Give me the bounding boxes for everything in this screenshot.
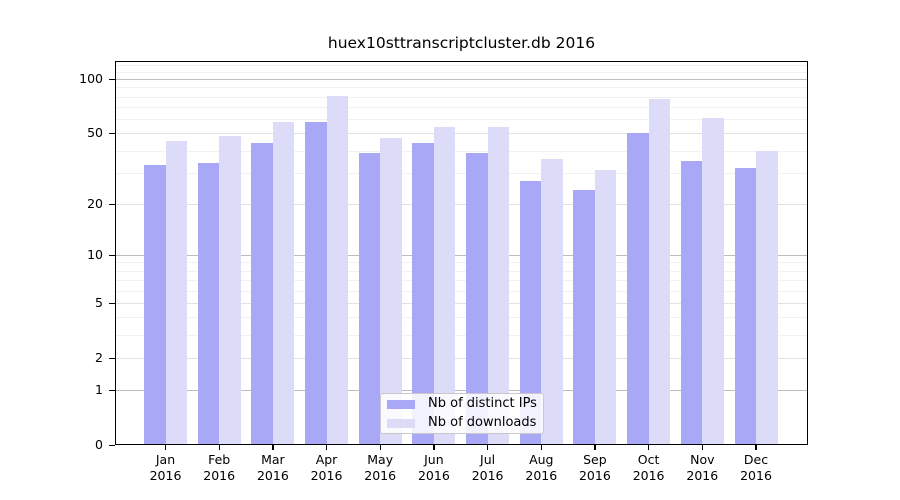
bar-mar-distinct-ips bbox=[251, 143, 273, 445]
x-tick-mark bbox=[272, 445, 274, 450]
legend-swatch-downloads bbox=[387, 418, 415, 428]
gridline bbox=[115, 150, 808, 152]
bar-feb-downloads bbox=[219, 136, 241, 445]
y-tick-mark bbox=[109, 79, 115, 81]
x-tick-mark bbox=[325, 445, 328, 450]
bar-jun-distinct-ips bbox=[412, 143, 434, 445]
x-tick-label: Oct 2016 bbox=[632, 452, 665, 483]
x-tick-label: Dec 2016 bbox=[740, 452, 772, 483]
bar-aug-downloads bbox=[541, 158, 563, 445]
gridline bbox=[115, 64, 808, 66]
gridline bbox=[115, 107, 808, 108]
y-tick-mark bbox=[109, 302, 115, 305]
gridline bbox=[115, 317, 808, 319]
bar-sep-downloads bbox=[594, 170, 617, 445]
gridline bbox=[115, 390, 808, 391]
x-tick-label: Feb 2016 bbox=[203, 452, 236, 483]
gridline bbox=[115, 357, 808, 359]
legend-swatch-distinct-ips bbox=[387, 399, 415, 409]
x-tick-mark bbox=[594, 445, 596, 450]
y-tick-mark bbox=[109, 133, 115, 135]
chart-title: huex10sttranscriptcluster.db 2016 bbox=[327, 34, 596, 52]
x-tick-mark bbox=[701, 445, 703, 450]
y-tick-label: 5 bbox=[95, 294, 103, 310]
gridline bbox=[115, 335, 808, 337]
y-tick-label: 1 bbox=[95, 382, 103, 397]
x-tick-mark bbox=[218, 445, 220, 450]
gridline bbox=[115, 270, 808, 272]
y-tick-mark bbox=[109, 445, 115, 447]
gridline bbox=[115, 133, 808, 135]
y-tick-label: 20 bbox=[87, 195, 103, 211]
gridline bbox=[115, 87, 808, 89]
legend: Nb of distinct IPs Nb of downloads bbox=[380, 393, 544, 434]
x-tick-mark bbox=[433, 445, 435, 450]
legend-label-distinct-ips: Nb of distinct IPs bbox=[428, 396, 537, 411]
x-tick-mark bbox=[379, 445, 381, 450]
bar-jul-distinct-ips bbox=[466, 152, 488, 445]
bar-dec-distinct-ips bbox=[734, 167, 756, 445]
gridline bbox=[115, 262, 808, 264]
y-tick-label: 0 bbox=[95, 437, 103, 452]
bar-may-distinct-ips bbox=[358, 152, 381, 445]
gridline bbox=[115, 96, 808, 98]
y-tick-label: 50 bbox=[87, 125, 103, 141]
bar-jul-downloads bbox=[487, 127, 510, 445]
x-tick-label: Nov 2016 bbox=[686, 452, 719, 483]
gridline bbox=[115, 172, 808, 174]
x-tick-mark bbox=[164, 445, 167, 450]
bar-oct-distinct-ips bbox=[627, 133, 649, 445]
bar-nov-distinct-ips bbox=[680, 160, 703, 445]
grid-layer bbox=[115, 61, 808, 445]
gridline bbox=[115, 254, 808, 256]
y-tick-label: 10 bbox=[87, 246, 103, 262]
bar-mar-downloads bbox=[272, 121, 295, 445]
bar-sep-distinct-ips bbox=[573, 189, 595, 445]
bar-apr-downloads bbox=[326, 95, 348, 445]
x-tick-label: Sep 2016 bbox=[578, 452, 611, 483]
x-tick-label: Aug 2016 bbox=[525, 452, 558, 483]
x-tick-label: Apr 2016 bbox=[310, 452, 343, 483]
gridline bbox=[115, 290, 808, 292]
bar-jan-downloads bbox=[165, 141, 187, 445]
gridline bbox=[115, 203, 808, 205]
bar-jan-distinct-ips bbox=[144, 165, 166, 445]
bar-may-downloads bbox=[380, 138, 402, 445]
gridline bbox=[115, 302, 808, 304]
gridline bbox=[115, 71, 808, 73]
bar-aug-distinct-ips bbox=[519, 180, 542, 445]
x-tick-label: Jun 2016 bbox=[417, 452, 450, 483]
bar-apr-distinct-ips bbox=[305, 121, 327, 445]
y-tick-mark bbox=[109, 203, 115, 205]
x-tick-label: Jul 2016 bbox=[471, 452, 504, 483]
bar-oct-downloads bbox=[648, 98, 671, 445]
legend-label-downloads: Nb of downloads bbox=[428, 415, 537, 430]
x-tick-mark bbox=[648, 445, 650, 450]
legend-item: Nb of downloads bbox=[387, 415, 543, 431]
bar-jun-downloads bbox=[433, 127, 456, 445]
y-tick-mark bbox=[109, 357, 115, 360]
y-tick-label: 2 bbox=[95, 349, 103, 365]
x-tick-label: May 2016 bbox=[364, 452, 397, 483]
x-tick-label: Jan 2016 bbox=[149, 452, 182, 483]
bar-dec-downloads bbox=[756, 150, 778, 445]
gridline bbox=[115, 79, 808, 80]
legend-item: Nb of distinct IPs bbox=[387, 396, 543, 412]
gridline bbox=[115, 280, 808, 282]
x-tick-mark bbox=[540, 445, 542, 450]
x-tick-mark bbox=[487, 445, 489, 450]
bar-nov-downloads bbox=[702, 117, 724, 445]
x-tick-mark bbox=[755, 445, 757, 450]
x-tick-label: Mar 2016 bbox=[256, 452, 289, 483]
y-tick-mark bbox=[109, 390, 115, 392]
y-tick-mark bbox=[109, 254, 115, 257]
y-tick-label: 100 bbox=[79, 71, 103, 86]
bar-layer bbox=[115, 61, 808, 445]
bar-feb-distinct-ips bbox=[197, 163, 220, 445]
gridline bbox=[115, 119, 808, 120]
